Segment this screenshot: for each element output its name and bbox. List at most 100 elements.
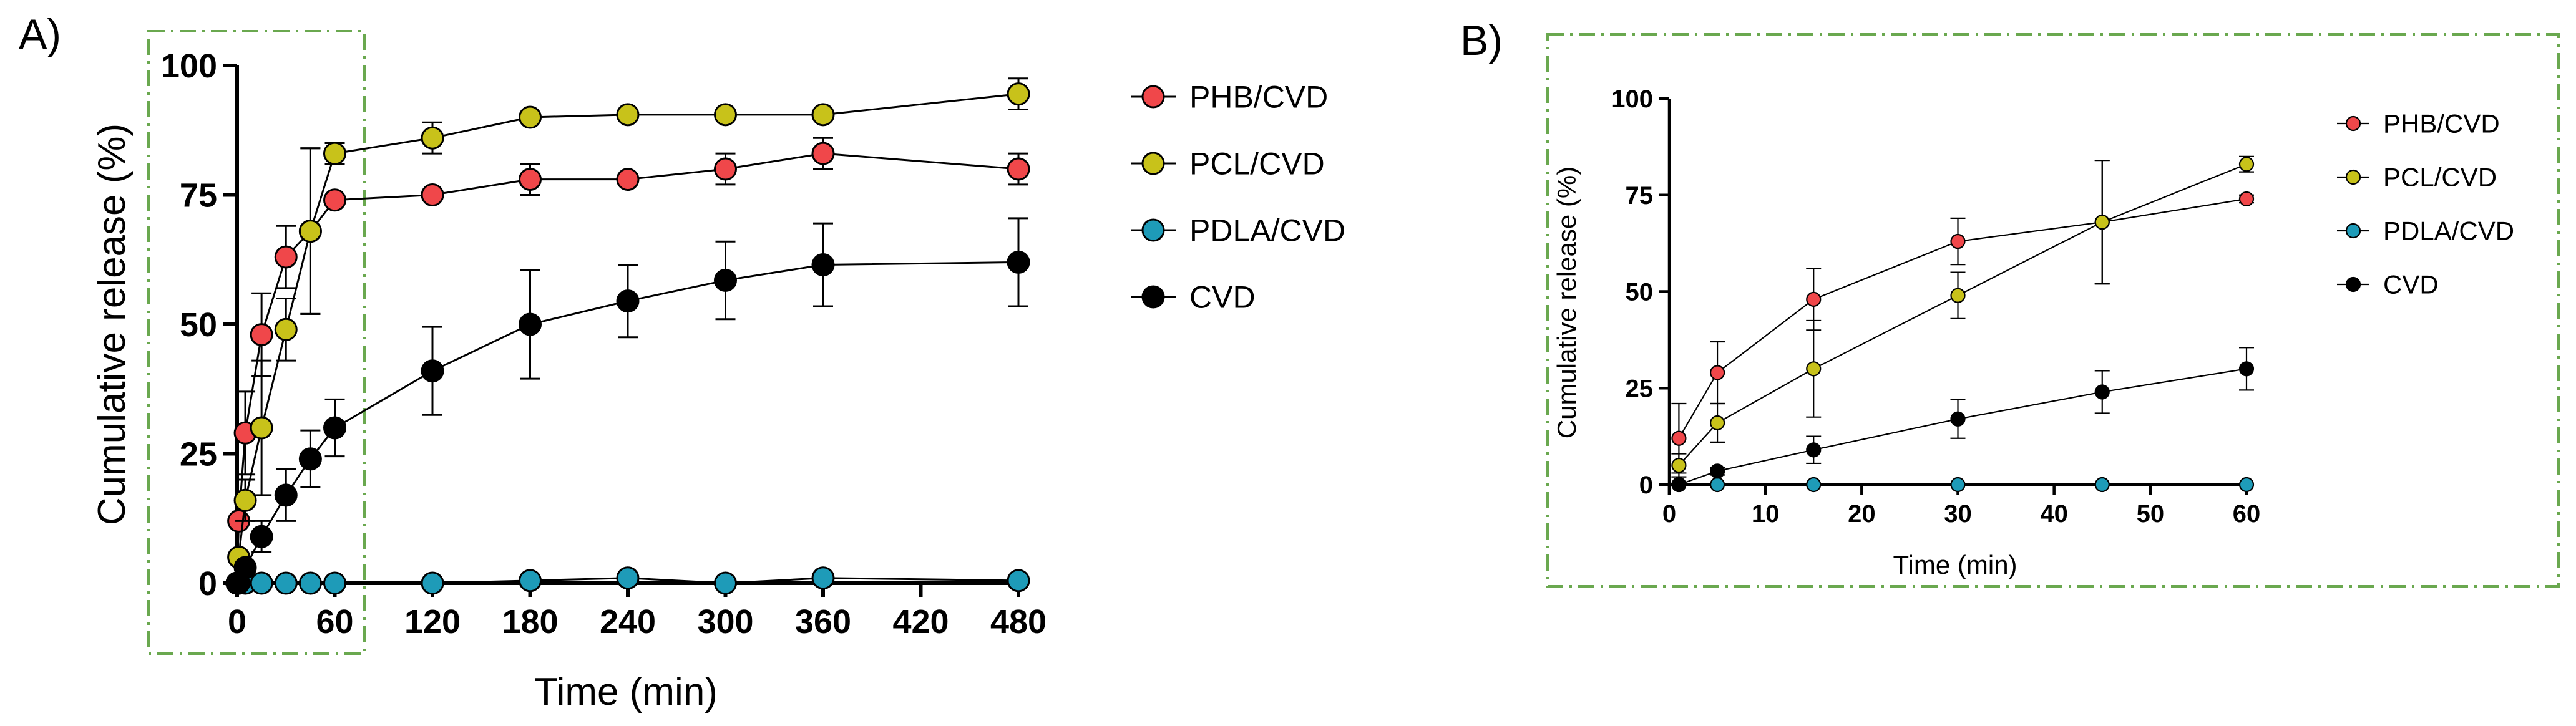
panel-a-point-pcl-cvd	[714, 103, 737, 127]
panel-b-x-tick-label: 50	[2137, 500, 2165, 528]
panel-a-x-axis-label: Time (min)	[534, 670, 718, 714]
panel-a-legend-item-pdla-cvd: PDLA/CVD	[1131, 213, 1345, 248]
panel-a-legend-item-cvd: CVD	[1131, 280, 1256, 315]
panel-a-point-pcl-cvd	[811, 103, 835, 127]
panel-b-legend-marker	[2345, 169, 2361, 185]
zoom-region-box	[147, 30, 366, 655]
panel-b-y-tick-label: 25	[1626, 375, 1654, 402]
panel-b-point-pcl-cvd	[2238, 157, 2255, 172]
panel-a-legend-item-phb-cvd: PHB/CVD	[1131, 80, 1328, 115]
panel-a-point-pdla-cvd	[616, 566, 640, 590]
panel-a-y-tick-label: 25	[180, 435, 217, 473]
panel-b-point-phb-cvd	[2238, 191, 2255, 207]
panel-a-x-tick-label: 60	[316, 603, 353, 641]
panel-a-point-phb-cvd	[519, 168, 542, 191]
panel-a-legend-marker	[1141, 152, 1165, 175]
panel-a-point-phb-cvd	[323, 188, 346, 212]
panel-a-point-pcl-cvd	[616, 103, 640, 127]
panel-b-point-phb-cvd	[1671, 430, 1687, 446]
panel-b-series	[1671, 155, 2255, 493]
panel-b-legend-label: PHB/CVD	[2383, 109, 2500, 138]
panel-a-point-pcl-cvd	[323, 142, 346, 165]
panel-b-point-pdla-cvd	[1806, 477, 1822, 493]
panel-a-legend: PHB/CVD PCL/CVD PDLA/CVD CVD	[1131, 80, 1345, 315]
panel-b-point-cvd	[1950, 411, 1966, 427]
panel-a-x-tick-label: 420	[892, 603, 949, 641]
panel-a-point-cvd	[1007, 250, 1030, 274]
panel-b-legend-item-phb-cvd: PHB/CVD	[2337, 109, 2500, 138]
panel-a-point-cvd	[250, 525, 273, 548]
panel-b-x-tick-label: 0	[1662, 500, 1676, 528]
panel-a-point-pcl-cvd	[250, 416, 273, 440]
panel-a-y-tick-label: 75	[180, 177, 217, 214]
panel-b-legend-label: PCL/CVD	[2383, 163, 2497, 192]
panel-a-point-pdla-cvd	[274, 571, 298, 595]
panel-b: B) 0 25 50 75 100 0 10 20 30 40 50 60 Time (min) Cu…	[1460, 17, 2560, 588]
panel-b-point-pcl-cvd	[1806, 361, 1822, 377]
panel-a-y-tick-label: 0	[198, 565, 217, 603]
panel-b-frame	[1546, 33, 2560, 588]
panel-a-point-pdla-cvd	[714, 571, 737, 595]
panel-b-legend: PHB/CVD PCL/CVD PDLA/CVD CVD	[2337, 109, 2514, 299]
panel-a-legend-label: PCL/CVD	[1189, 147, 1325, 182]
panel-a-x-tick-label: 120	[404, 603, 461, 641]
panel-b-x-tick-label: 30	[1944, 500, 1972, 528]
panel-a-series	[225, 77, 1030, 595]
panel-a-point-pdla-cvd	[298, 571, 322, 595]
panel-b-point-cvd	[2094, 384, 2110, 400]
panel-b-point-pcl-cvd	[1950, 288, 1966, 303]
panel-b-point-pcl-cvd	[1671, 457, 1687, 473]
panel-a-point-cvd	[323, 416, 346, 440]
panel-b-line-phb-cvd	[1678, 198, 2247, 439]
panel-a-point-pdla-cvd	[421, 571, 444, 595]
panel-b-x-tick-label: 60	[2233, 500, 2261, 528]
panel-a-legend-item-pcl-cvd: PCL/CVD	[1131, 147, 1325, 182]
panel-b-legend-label: PDLA/CVD	[2383, 216, 2514, 246]
panel-a-point-phb-cvd	[250, 323, 273, 347]
panel-a-point-cvd	[811, 253, 835, 277]
panel-b-label: B)	[1460, 17, 1503, 64]
panel-a-y-axis-label: Cumulative release (%)	[90, 123, 134, 525]
panel-a-point-pdla-cvd	[250, 571, 273, 595]
panel-a-point-pdla-cvd	[811, 566, 835, 590]
panel-b-y-tick-label: 50	[1626, 279, 1654, 306]
panel-b-point-pdla-cvd	[2094, 477, 2110, 493]
panel-a-point-pdla-cvd	[519, 569, 542, 593]
panel-a: A) 0 25 50 75 100 0 60 120 180 240 300 360 420 480 Ti…	[19, 11, 1345, 714]
panel-a-series-phb-cvd	[225, 137, 1030, 595]
panel-b-point-cvd	[1806, 442, 1822, 458]
panel-b-legend-item-pcl-cvd: PCL/CVD	[2337, 163, 2497, 192]
panel-a-point-pcl-cvd	[274, 317, 298, 341]
panel-b-point-cvd	[1671, 477, 1687, 493]
panel-a-x-tick-label: 0	[228, 603, 246, 641]
panel-a-y-tick-label: 50	[180, 306, 217, 344]
panel-b-series-phb-cvd	[1671, 159, 2255, 474]
panel-b-point-phb-cvd	[1950, 233, 1966, 249]
panel-b-legend-marker	[2345, 115, 2361, 132]
panel-b-legend-marker	[2345, 223, 2361, 239]
panel-a-point-cvd	[421, 359, 444, 383]
panel-b-point-pcl-cvd	[2094, 214, 2110, 230]
panel-a-legend-marker	[1141, 218, 1165, 242]
panel-a-point-pcl-cvd	[298, 220, 322, 243]
panel-b-series-cvd	[1671, 347, 2255, 493]
panel-a-point-pcl-cvd	[1007, 82, 1030, 106]
panel-a-series-cvd	[225, 217, 1030, 595]
panel-a-legend-marker	[1141, 285, 1165, 309]
panel-b-y-axis-label: Cumulative release (%)	[1552, 167, 1581, 439]
panel-a-point-phb-cvd	[1007, 157, 1030, 181]
panel-b-legend-item-cvd: CVD	[2337, 270, 2439, 299]
panel-b-series-pdla-cvd	[1671, 477, 2255, 493]
panel-a-point-cvd	[274, 483, 298, 507]
panel-b-point-pdla-cvd	[1950, 477, 1966, 493]
panel-a-point-pcl-cvd	[519, 105, 542, 129]
panel-b-point-pcl-cvd	[1709, 415, 1725, 431]
panel-b-point-cvd	[2238, 361, 2255, 377]
panel-a-x-tick-label: 360	[795, 603, 851, 641]
panel-a-x-tick-label: 240	[600, 603, 656, 641]
panel-b-series-pcl-cvd	[1671, 155, 2255, 478]
panel-b-line-pcl-cvd	[1678, 163, 2247, 466]
panel-a-legend-label: PHB/CVD	[1189, 80, 1328, 115]
panel-a-x-tick-label: 180	[502, 603, 558, 641]
